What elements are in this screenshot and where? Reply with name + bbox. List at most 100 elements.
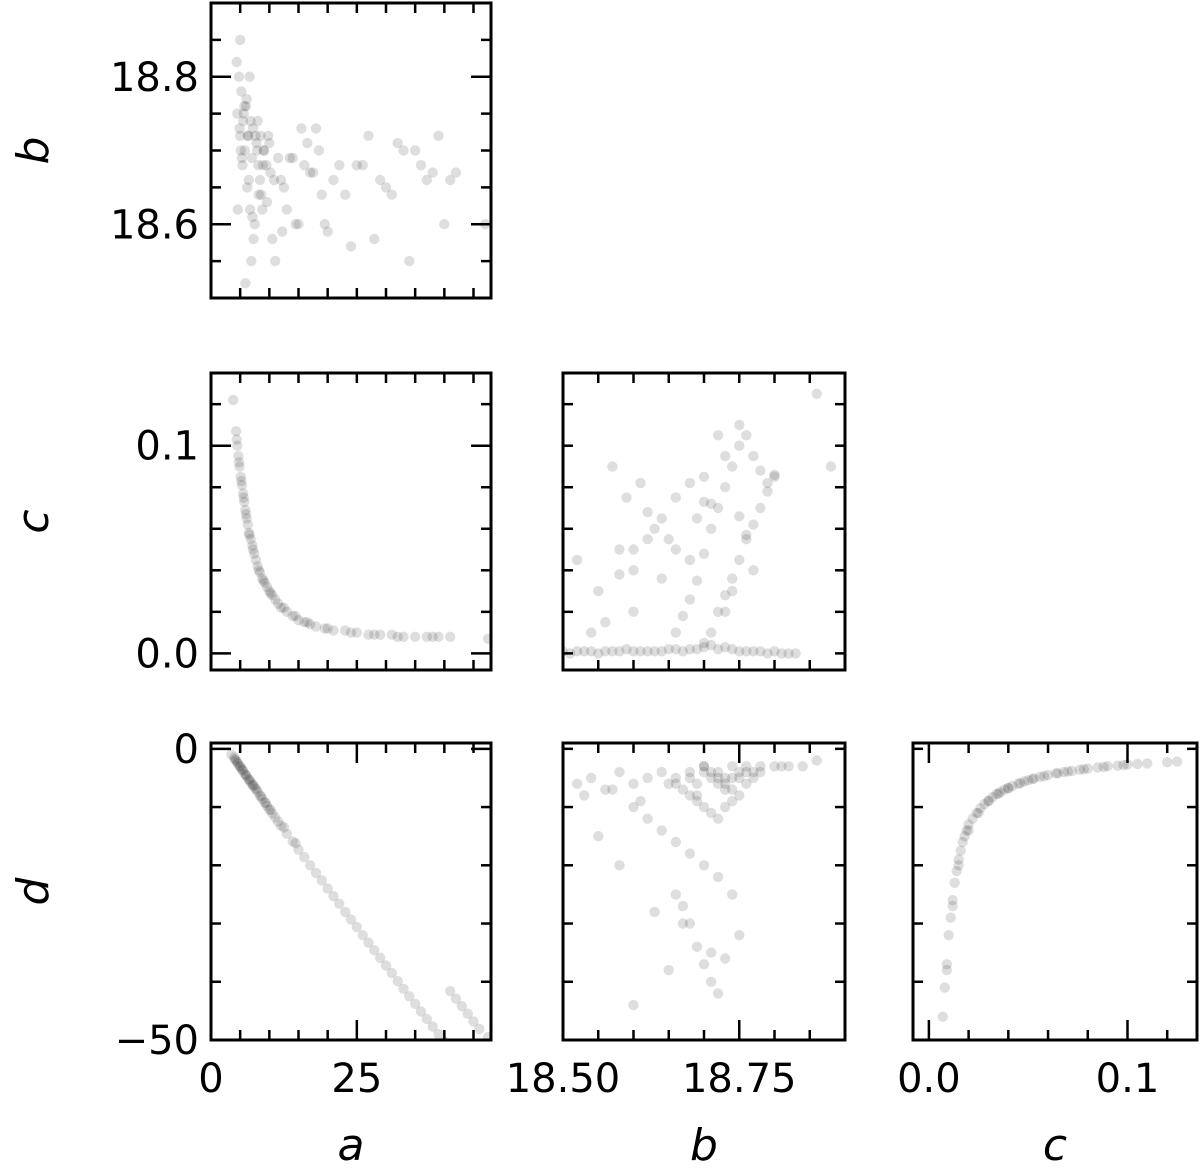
scatter-point: [334, 898, 345, 909]
scatter-points: [228, 394, 491, 644]
scatter-point: [247, 779, 259, 791]
scatter-point: [947, 895, 958, 906]
scatter-point: [375, 629, 386, 640]
scatter-point: [720, 778, 731, 789]
scatter-point: [600, 617, 611, 628]
scatter-point: [705, 766, 717, 778]
scatter-point: [720, 482, 731, 493]
scatter-points: [937, 756, 1183, 1022]
scatter-point: [239, 496, 250, 507]
scatter-point: [571, 554, 583, 566]
scatter-point: [649, 646, 660, 657]
scatter-point: [239, 101, 250, 112]
scatter-point: [474, 1023, 485, 1035]
panel-d-vs-c: 0.0 0.1 c: [897, 741, 1199, 1171]
scatter-point: [656, 513, 667, 524]
scatter-point: [600, 784, 611, 795]
scatter-point: [720, 642, 731, 653]
scatter-point: [357, 160, 368, 171]
scatter-point: [290, 610, 301, 622]
scatter-point: [663, 534, 674, 545]
scatter-point: [614, 766, 625, 778]
y-axis-label: b: [8, 137, 59, 165]
scatter-point: [299, 851, 310, 863]
scatter-point: [579, 790, 590, 801]
scatter-point: [226, 749, 237, 760]
scatter-point: [1007, 780, 1018, 792]
scatter-point: [712, 606, 724, 617]
scatter-point: [248, 780, 259, 792]
scatter-point: [275, 602, 287, 613]
x-tick-label: 0: [198, 1056, 223, 1102]
scatter-point: [628, 801, 639, 813]
scatter-point: [705, 627, 717, 638]
scatter-point: [705, 498, 717, 509]
scatter-point: [1142, 758, 1153, 769]
scatter-point: [302, 137, 313, 149]
scatter-point: [698, 761, 710, 772]
scatter-point: [691, 941, 703, 952]
y-tick-label: 0: [174, 727, 199, 773]
scatter-point: [256, 791, 267, 802]
scatter-point: [244, 529, 255, 541]
scatter-point: [241, 771, 252, 782]
scatter-point: [727, 644, 738, 655]
scatter-point: [734, 766, 745, 778]
scatter-point: [261, 196, 273, 208]
scatter-point: [357, 930, 368, 941]
scatter-point: [712, 988, 724, 999]
scatter-point: [398, 145, 409, 156]
scatter-point: [386, 189, 397, 200]
scatter-point: [614, 569, 625, 580]
scatter-point: [237, 115, 249, 127]
scatter-point: [607, 646, 618, 657]
scatter-point: [748, 772, 759, 784]
scatter-point: [586, 646, 597, 657]
scatter-point: [635, 646, 646, 657]
scatter-point: [741, 430, 752, 441]
scatter-point: [296, 123, 307, 134]
scatter-point: [363, 937, 374, 948]
scatter-point: [684, 644, 696, 655]
scatter-point: [684, 594, 696, 605]
scatter-point: [307, 167, 319, 178]
scatter-point: [231, 56, 242, 68]
scatter-point: [252, 115, 263, 127]
scatter-point: [677, 900, 689, 912]
scatter-point: [256, 189, 267, 200]
x-axis-label: c: [1043, 1120, 1067, 1171]
scatter-point: [941, 964, 952, 976]
scatter-point: [351, 627, 362, 638]
scatter-point: [1066, 765, 1078, 777]
scatter-point: [284, 152, 295, 164]
scatter-point: [1078, 764, 1090, 775]
scatter-point: [705, 976, 717, 987]
scatter-point: [410, 631, 421, 642]
scatter-point: [345, 627, 357, 638]
scatter-point: [720, 450, 731, 462]
scatter-point: [233, 71, 245, 82]
scatter-point: [720, 590, 731, 601]
tick-marks: [211, 743, 491, 1042]
scatter-point: [734, 511, 745, 522]
scatter-point: [316, 189, 327, 200]
scatter-point: [242, 519, 253, 530]
scatter-point: [236, 475, 247, 487]
scatter-point: [712, 871, 724, 883]
scatter-point: [983, 796, 994, 807]
scatter-point: [278, 822, 290, 833]
scatter-point: [380, 182, 392, 193]
scatter-point: [281, 606, 292, 617]
scatter-point: [691, 796, 703, 807]
scatter-point: [979, 798, 990, 810]
scatter-point: [1162, 757, 1173, 768]
scatter-point: [797, 761, 808, 772]
scatter-point: [983, 795, 994, 806]
scatter-point: [635, 477, 646, 489]
tick-marks: [211, 373, 491, 670]
scatter-point: [684, 477, 696, 489]
panel-d-vs-b: 18.50 18.75 b: [506, 741, 847, 1171]
scatter-point: [987, 792, 998, 803]
scatter-point: [621, 492, 632, 503]
scatter-point: [939, 982, 950, 993]
